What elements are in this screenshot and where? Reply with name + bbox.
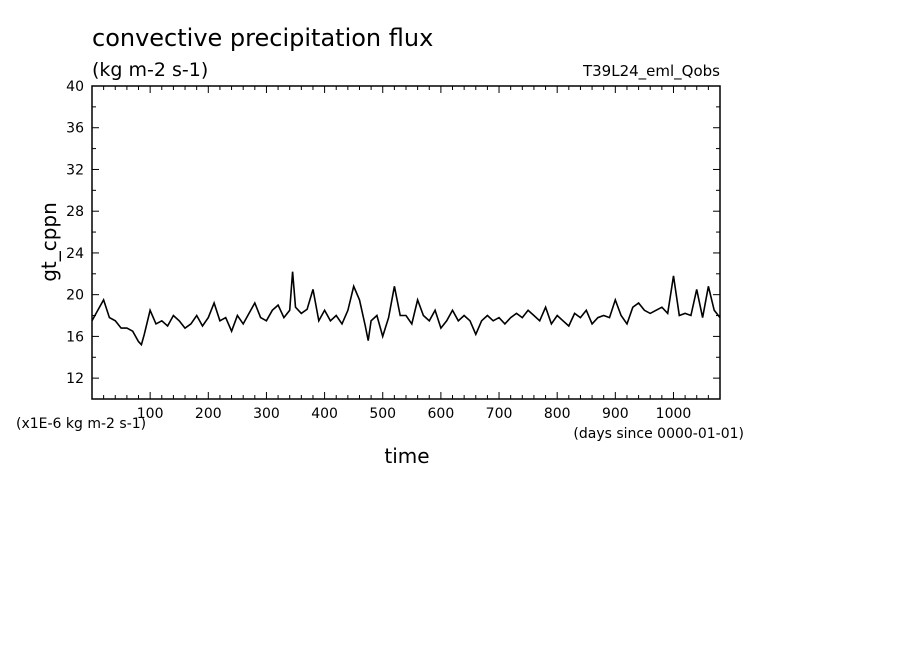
chart-title: convective precipitation flux	[92, 24, 433, 52]
y-scale-note: (x1E-6 kg m-2 s-1)	[16, 416, 146, 432]
x-tick-label: 800	[544, 406, 571, 422]
x-units-label: (days since 0000-01-01)	[573, 426, 744, 442]
x-tick-label: 300	[253, 406, 280, 422]
x-tick-label: 700	[486, 406, 513, 422]
y-tick-label: 12	[66, 371, 84, 387]
x-tick-label: 900	[602, 406, 629, 422]
y-tick-label: 28	[66, 204, 84, 220]
y-tick-label: 24	[66, 246, 84, 262]
chart-subtitle: (kg m-2 s-1)	[92, 59, 208, 81]
x-tick-label: 200	[195, 406, 222, 422]
y-tick-label: 16	[66, 329, 84, 345]
run-label: T39L24_eml_Qobs	[582, 62, 720, 81]
y-tick-label: 20	[66, 288, 84, 304]
x-tick-label: 500	[369, 406, 396, 422]
x-tick-label: 400	[311, 406, 338, 422]
x-tick-label: 100	[137, 406, 164, 422]
y-tick-label: 40	[66, 79, 84, 95]
x-tick-label: 1000	[656, 406, 692, 422]
x-axis-label: time	[384, 444, 429, 468]
x-tick-label: 600	[428, 406, 455, 422]
y-tick-label: 32	[66, 162, 84, 178]
plot-frame	[91, 85, 721, 400]
y-tick-label: 36	[66, 121, 84, 137]
y-axis-label: gt_cppn	[37, 202, 61, 282]
series-line	[91, 271, 721, 347]
